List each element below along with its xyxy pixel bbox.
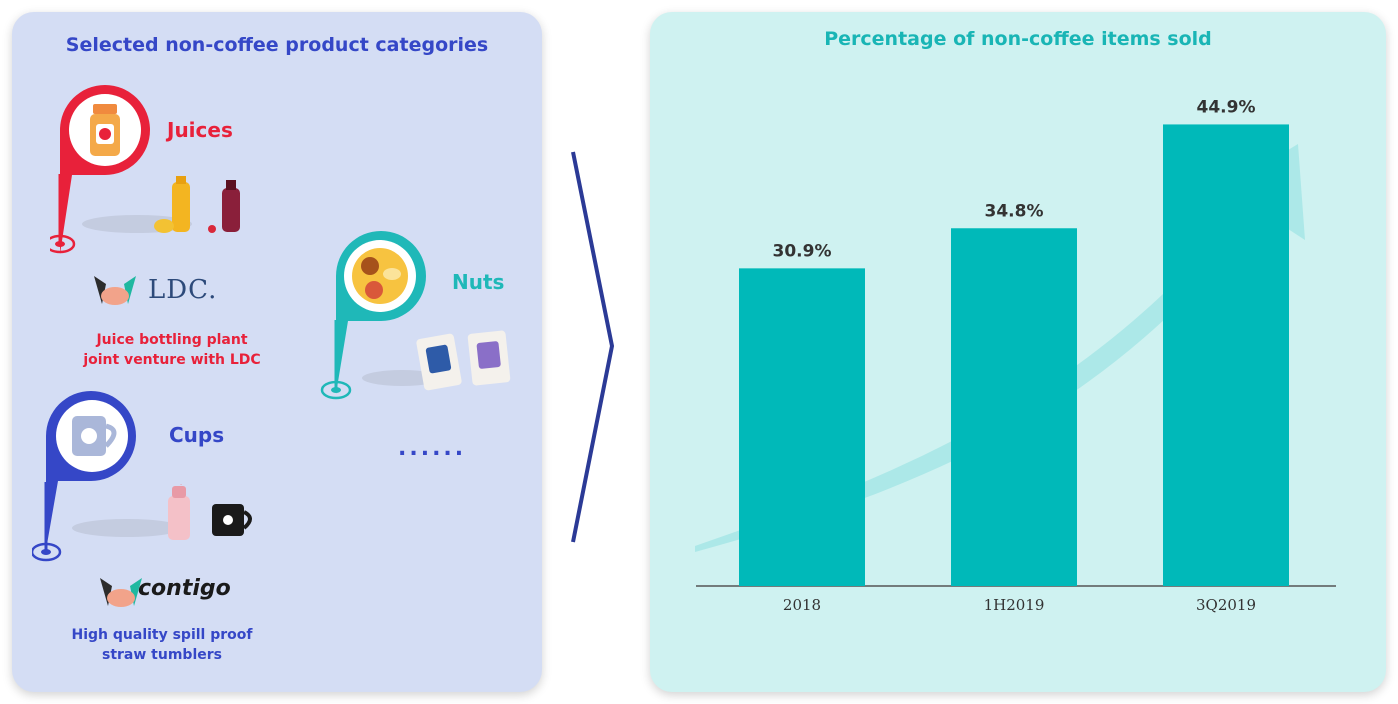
juice-bottles-icon <box>82 176 240 233</box>
tick-label-2018: 2018 <box>783 596 821 614</box>
value-label-2018: 30.9% <box>773 241 832 261</box>
nut-packages-icon <box>362 330 511 391</box>
cups-pin-icon <box>32 391 136 562</box>
contigo-note: High quality spill proof straw tumblers <box>32 625 292 665</box>
chart-bars <box>739 124 1289 587</box>
ldc-note-line2: joint venture with LDC <box>83 352 261 368</box>
ldc-logo: LDC. <box>148 275 218 305</box>
chart-value-labels: 30.9% 34.8% 44.9% <box>773 97 1256 261</box>
bar-1H2019 <box>951 228 1077 587</box>
category-label-nuts: Nuts <box>452 270 505 294</box>
value-label-1H2019: 34.8% <box>985 201 1044 221</box>
partnership-handshake-icon <box>94 276 136 305</box>
contigo-note-line2: straw tumblers <box>102 647 222 663</box>
partnership-handshake-icon <box>100 578 142 607</box>
category-label-juices: Juices <box>167 118 233 142</box>
contigo-logo: contigo <box>138 576 231 601</box>
bar-chart: 30.9% 34.8% 44.9% 2018 1H2019 3Q2019 <box>695 97 1336 614</box>
value-label-3Q2019: 44.9% <box>1197 97 1256 117</box>
bar-3Q2019 <box>1163 124 1289 586</box>
ldc-note: Juice bottling plant joint venture with … <box>52 330 292 370</box>
product-categories-panel: Selected non-coffee product categories J… <box>12 12 542 692</box>
bar-2018 <box>739 268 865 586</box>
left-panel-title: Selected non-coffee product categories <box>65 34 489 56</box>
juice-pin-icon <box>50 85 150 254</box>
cups-products-icon <box>72 484 252 540</box>
chart-title: Percentage of non-coffee items sold <box>824 28 1212 50</box>
chevron-right-icon <box>571 151 615 543</box>
contigo-note-line1: High quality spill proof <box>71 627 253 643</box>
more-categories-ellipsis: ...... <box>398 436 467 461</box>
chart-panel: Percentage of non-coffee items sold 30.9… <box>650 12 1386 692</box>
nuts-pin-icon <box>320 231 426 400</box>
ldc-note-line1: Juice bottling plant <box>96 332 248 348</box>
tick-label-3Q2019: 3Q2019 <box>1196 596 1256 614</box>
chart-tick-labels: 2018 1H2019 3Q2019 <box>783 596 1256 614</box>
category-label-cups: Cups <box>169 423 225 447</box>
tick-label-1H2019: 1H2019 <box>984 596 1045 614</box>
